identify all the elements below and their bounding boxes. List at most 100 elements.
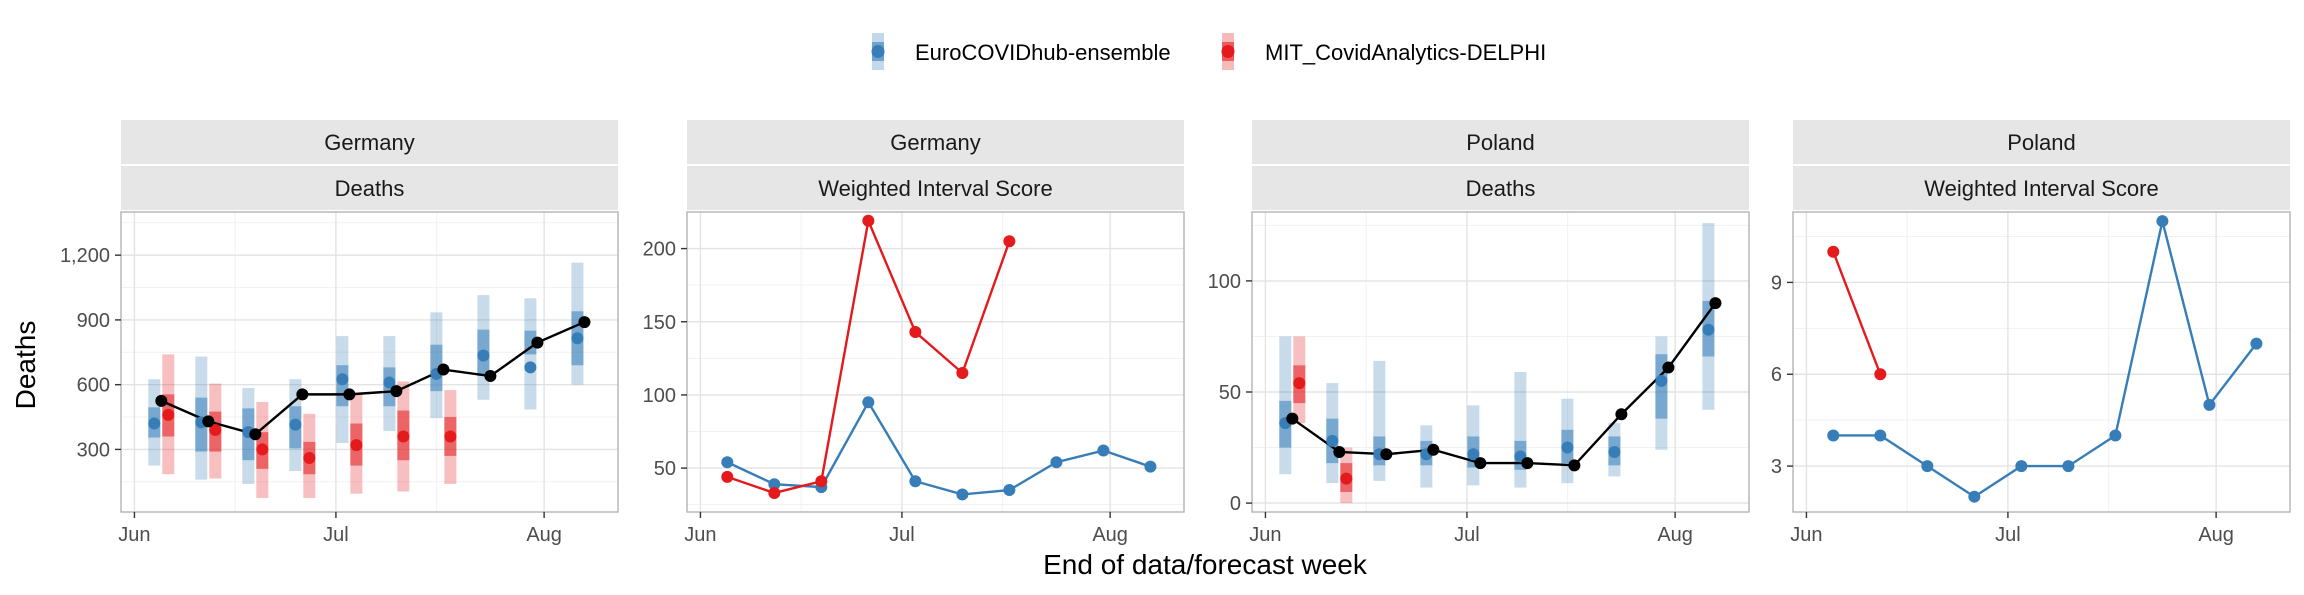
y-tick-label: 0: [1230, 493, 1241, 515]
y-tick-label: 900: [77, 310, 110, 332]
forecast-median-ensemble: [477, 349, 490, 362]
strip-metric-label: Deaths: [1466, 176, 1536, 201]
score-point-ensemble: [1097, 444, 1110, 457]
observed-point: [1709, 297, 1722, 310]
observed-point: [202, 415, 215, 428]
x-tick-label: Jul: [1454, 524, 1480, 546]
observed-point: [1380, 448, 1393, 461]
panel-background: [687, 212, 1184, 512]
strip-location-label: Poland: [1466, 130, 1535, 155]
y-tick-label: 600: [77, 375, 110, 397]
panel-border: [1251, 211, 1750, 513]
x-tick-label: Jul: [1995, 524, 2021, 546]
forecast-median-delphi: [444, 430, 457, 443]
strip-location-label: Germany: [890, 130, 980, 155]
y-tick-label: 200: [643, 239, 676, 261]
forecast-median-ensemble: [1655, 374, 1668, 387]
forecast-median-ensemble: [289, 418, 302, 431]
forecast-median-ensemble: [1561, 441, 1574, 454]
observed-point: [1474, 457, 1487, 470]
observed-point: [1286, 412, 1299, 425]
y-tick-label: 100: [643, 385, 676, 407]
y-tick-label: 50: [1219, 382, 1241, 404]
forecast-median-ensemble: [571, 332, 584, 345]
score-point-delphi: [862, 214, 875, 227]
strip-location-bg: [1252, 120, 1749, 164]
score-line-delphi: [1832, 251, 1882, 375]
x-tick-label: Aug: [526, 524, 562, 546]
forecast-median-ensemble: [1608, 446, 1621, 458]
forecast-median-ensemble: [1467, 448, 1480, 461]
score-point-ensemble: [2250, 337, 2263, 350]
score-point-ensemble: [2156, 215, 2169, 228]
score-point-ensemble: [2015, 460, 2028, 473]
interval-inner-ensemble: [336, 365, 349, 407]
x-tick-label: Jun: [1249, 524, 1281, 546]
strip-location-bg: [1793, 120, 2290, 164]
score-point-ensemble: [768, 478, 781, 491]
x-tick-label: Jun: [684, 524, 716, 546]
forecast-median-ensemble: [383, 376, 396, 389]
legend-key-point-ensemble: [871, 45, 885, 58]
observed-point: [1521, 457, 1534, 470]
score-point-ensemble: [1144, 460, 1157, 473]
panel-background: [121, 212, 618, 512]
y-tick-label: 50: [654, 458, 676, 480]
x-axis-title: End of data/forecast week: [1043, 549, 1368, 580]
x-tick-label: Jul: [889, 524, 915, 546]
score-point-ensemble: [1874, 429, 1887, 442]
strip-metric-label: Weighted Interval Score: [818, 176, 1052, 201]
observed-point: [1568, 459, 1581, 472]
strip-metric-bg: [687, 166, 1184, 210]
y-tick-label: 6: [1771, 364, 1782, 386]
x-tick-label: Aug: [1657, 524, 1693, 546]
panel-poland-deaths: Poland Deaths Jun Jul Aug 0 50 100: [1208, 120, 1750, 546]
score-point-delphi: [1003, 235, 1016, 248]
score-line-ensemble: [1833, 220, 2258, 499]
x-tick-label: Jul: [323, 524, 349, 546]
score-point-ensemble: [1050, 456, 1063, 469]
y-tick-label: 3: [1771, 456, 1782, 478]
panel-germany-deaths: Germany Deaths Jun Jul Aug 300 600 900 1,200: [60, 120, 619, 546]
forecast-median-delphi: [350, 439, 363, 452]
score-point-ensemble: [862, 396, 875, 409]
score-point-delphi: [1827, 245, 1840, 258]
legend-label-delphi: MIT_CovidAnalytics-DELPHI: [1265, 40, 1546, 65]
y-tick-label: 1,200: [60, 245, 110, 267]
score-point-delphi: [909, 326, 922, 338]
observed-line: [160, 320, 585, 436]
score-point-ensemble: [2062, 460, 2075, 473]
forecast-median-ensemble: [1326, 434, 1339, 447]
score-point-ensemble: [1003, 484, 1016, 497]
y-tick-label: 300: [77, 439, 110, 461]
legend-label-ensemble: EuroCOVIDhub-ensemble: [915, 40, 1171, 65]
strip-metric-label: Deaths: [335, 176, 405, 201]
observed-point: [1333, 446, 1346, 458]
score-point-delphi: [815, 475, 828, 488]
y-tick-label: 9: [1771, 272, 1782, 294]
y-tick-label: 150: [643, 312, 676, 334]
score-point-ensemble: [2203, 398, 2216, 411]
observed-point: [296, 388, 309, 401]
observed-point: [531, 336, 544, 349]
score-point-ensemble: [1827, 429, 1840, 442]
strip-location-label: Germany: [324, 130, 414, 155]
strip-metric-bg: [121, 166, 618, 210]
legend-key-point-delphi: [1221, 45, 1235, 58]
observed-point: [1615, 408, 1628, 421]
interval-outer-ensemble: [1514, 372, 1527, 488]
observed-point: [390, 385, 403, 398]
score-point-delphi: [721, 470, 734, 483]
strip-location-bg: [687, 120, 1184, 164]
legend: EuroCOVIDhub-ensemble MIT_CovidAnalytics-…: [871, 33, 1546, 70]
strip-location-label: Poland: [2007, 130, 2076, 155]
score-point-ensemble: [2109, 429, 2122, 442]
observed-point: [343, 388, 356, 401]
score-line-ensemble: [726, 399, 1151, 496]
panels: Germany Deaths Jun Jul Aug 300 600 900 1,200 Germ…: [60, 120, 2291, 546]
observed-line: [1291, 302, 1717, 467]
observed-point: [1662, 361, 1675, 374]
forecast-median-ensemble: [148, 417, 161, 430]
forecast-median-delphi: [1293, 377, 1306, 390]
forecast-median-delphi: [256, 443, 269, 456]
